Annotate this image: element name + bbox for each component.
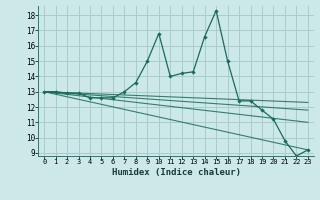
X-axis label: Humidex (Indice chaleur): Humidex (Indice chaleur): [111, 168, 241, 177]
